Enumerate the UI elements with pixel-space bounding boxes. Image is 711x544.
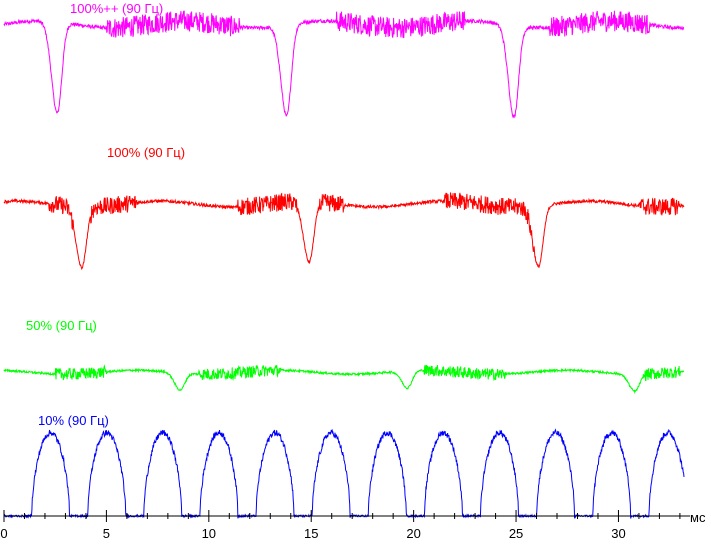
series-label-3: 50% (90 Гц) (26, 318, 97, 333)
x-axis-label: мс (690, 510, 706, 525)
series-line-1 (3, 10, 685, 119)
series-layer (3, 10, 685, 519)
series-line-3 (3, 364, 685, 395)
series-labels: 100%++ (90 Гц) 100% (90 Гц) 50% (90 Гц) 10%… (26, 1, 185, 428)
series-label-1: 100%++ (90 Гц) (70, 1, 163, 16)
x-tick-label: 30 (611, 526, 625, 541)
x-tick-label: 25 (509, 526, 523, 541)
x-axis: 0 5 10 15 20 25 30 мс (0, 510, 706, 541)
x-tick-label: 20 (406, 526, 420, 541)
x-tick-label: 15 (304, 526, 318, 541)
series-line-4 (3, 428, 685, 519)
x-tick-label: 5 (103, 526, 110, 541)
x-tick-label: 0 (0, 526, 7, 541)
series-label-4: 10% (90 Гц) (38, 413, 109, 428)
series-label-2: 100% (90 Гц) (107, 145, 185, 160)
x-tick-label: 10 (202, 526, 216, 541)
series-line-2 (3, 192, 685, 271)
